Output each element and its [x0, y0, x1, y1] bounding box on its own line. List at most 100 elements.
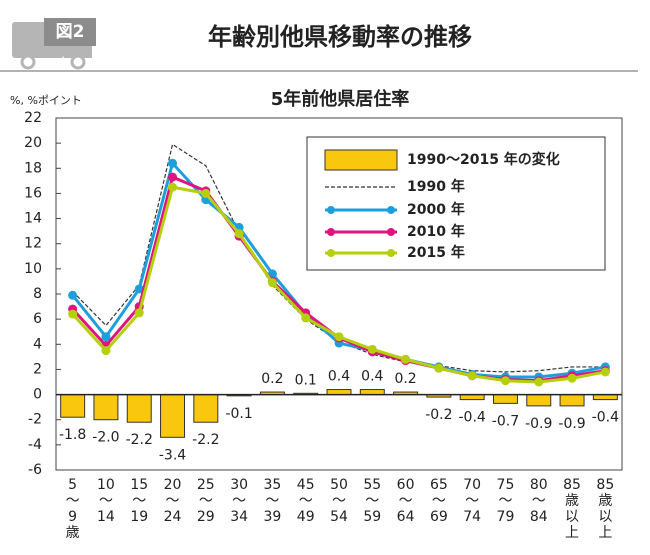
legend-marker — [387, 228, 395, 236]
line — [72, 143, 606, 373]
bar — [193, 394, 219, 423]
legend-label: 2000 年 — [407, 201, 465, 218]
y-tick-label: 22 — [24, 110, 42, 126]
value-label: 0.4 — [361, 369, 383, 385]
y-tick-label: 14 — [24, 211, 42, 227]
marker — [134, 308, 144, 318]
y-tick-label: 0 — [33, 387, 42, 403]
value-label: 0.2 — [394, 371, 416, 387]
value-label: -2.0 — [92, 430, 119, 446]
y-tick-label: -2 — [28, 412, 42, 428]
value-label: -1.8 — [59, 427, 86, 443]
y-tick-label: -6 — [28, 462, 42, 478]
value-label: 0.1 — [295, 372, 317, 388]
y-tick-label: 4 — [33, 336, 42, 352]
marker — [334, 332, 344, 342]
y-tick-label: 18 — [24, 160, 42, 176]
y-tick-label: -4 — [28, 437, 42, 453]
marker — [168, 158, 178, 168]
marker — [101, 332, 111, 342]
y-axis-label: %, %ポイント — [10, 94, 82, 107]
marker — [267, 278, 277, 288]
value-label: 0.4 — [328, 369, 350, 385]
x-tick-label: 5 〜 9 歳 — [65, 477, 80, 541]
marker — [600, 367, 610, 377]
legend-marker — [387, 206, 395, 214]
legend-label: 1990 年 — [407, 178, 465, 195]
bar — [326, 389, 352, 396]
marker — [201, 188, 211, 198]
x-tick-label: 10 〜 14 — [97, 477, 115, 525]
y-tick-label: 2 — [33, 361, 42, 377]
legend-swatch — [324, 149, 398, 171]
marker — [234, 229, 244, 239]
marker — [500, 376, 510, 386]
y-tick-label: 20 — [24, 135, 42, 151]
x-tick-label: 35 〜 39 — [263, 477, 282, 525]
legend-marker — [327, 206, 335, 214]
marker — [534, 377, 544, 387]
marker — [134, 284, 144, 294]
x-tick-label: 75 〜 79 — [496, 477, 515, 525]
chart-title: 5年前他県居住率 — [271, 88, 410, 110]
bar — [492, 394, 518, 404]
value-label: -3.4 — [159, 447, 186, 463]
value-label: -0.9 — [525, 416, 552, 432]
bar — [126, 394, 152, 423]
bar — [359, 389, 385, 396]
bar — [93, 394, 119, 421]
legend-marker — [327, 228, 335, 236]
y-tick-label: 6 — [33, 311, 42, 327]
value-label: -2.2 — [192, 432, 219, 448]
marker — [101, 346, 111, 356]
legend-marker — [387, 249, 395, 257]
bar — [592, 394, 618, 401]
bar — [459, 394, 485, 401]
value-label: -0.4 — [592, 410, 619, 426]
x-tick-label: 80 〜 84 — [529, 477, 548, 525]
value-label: 0.2 — [261, 371, 283, 387]
y-tick-label: 16 — [24, 185, 42, 201]
marker — [301, 313, 311, 323]
x-tick-label: 70 〜 74 — [463, 477, 482, 525]
legend-label: 2015 年 — [407, 244, 465, 261]
y-tick-label: 12 — [24, 236, 42, 252]
bar — [526, 394, 552, 407]
marker — [168, 172, 178, 182]
marker — [367, 344, 377, 354]
bar — [559, 394, 585, 407]
legend-label: 1990〜2015 年の変化 — [407, 151, 560, 168]
marker — [168, 182, 178, 192]
marker — [467, 371, 477, 381]
value-label: -0.1 — [225, 406, 252, 422]
badge-box — [44, 18, 96, 46]
badge: 図2 — [56, 22, 85, 42]
page-title: 年齢別他県移動率の推移 — [208, 23, 472, 51]
x-tick-label: 50 〜 54 — [330, 477, 348, 525]
x-tick-label: 45 〜 49 — [296, 477, 315, 525]
x-tick-label: 85 歳 以 上 — [596, 477, 615, 541]
x-tick-label: 55 〜 59 — [363, 477, 382, 525]
y-tick-label: 10 — [24, 261, 42, 277]
x-tick-label: 85 歳 以 上 — [563, 477, 581, 541]
value-label: -0.9 — [558, 416, 585, 432]
x-tick-label: 20 〜 24 — [163, 477, 182, 525]
x-tick-label: 30 〜 34 — [230, 477, 249, 525]
marker — [434, 363, 444, 373]
legend-label: 2010 年 — [407, 223, 465, 240]
legend-marker — [327, 249, 335, 257]
value-label: -0.2 — [425, 407, 452, 423]
x-tick-label: 60 〜 64 — [396, 477, 415, 525]
x-tick-label: 65 〜 69 — [429, 477, 448, 525]
bar — [160, 394, 186, 438]
value-label: -2.2 — [126, 432, 153, 448]
bar — [60, 394, 86, 418]
marker — [68, 309, 78, 319]
x-tick-label: 25 〜 29 — [196, 477, 215, 525]
marker — [68, 290, 78, 300]
y-tick-label: 8 — [33, 286, 42, 302]
value-label: -0.7 — [492, 413, 519, 429]
value-label: -0.4 — [459, 410, 486, 426]
